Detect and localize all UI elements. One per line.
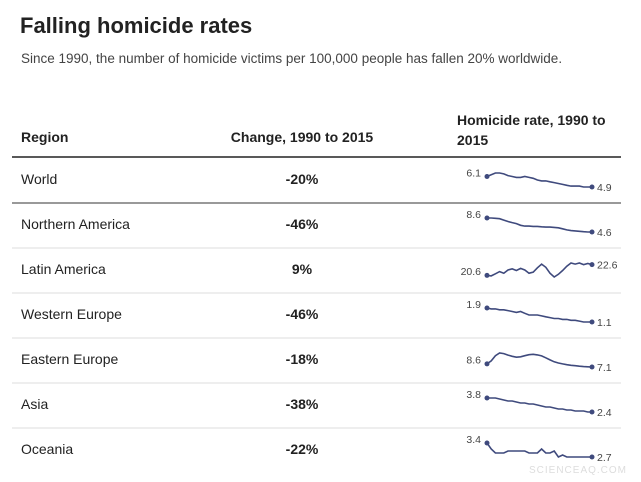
start-label: 20.6 <box>461 266 482 278</box>
start-dot <box>484 361 490 367</box>
end-label: 22.6 <box>597 259 618 271</box>
end-dot <box>589 364 595 370</box>
sparkline <box>486 307 592 323</box>
start-dot <box>484 440 490 446</box>
sparkline <box>487 217 592 233</box>
start-dot <box>484 272 490 278</box>
start-label: 3.4 <box>466 434 481 446</box>
sparkline <box>487 397 592 413</box>
start-dot <box>484 215 490 221</box>
start-label: 1.9 <box>466 299 481 311</box>
end-dot <box>589 184 595 190</box>
column-header: Change, 1990 to 2015 <box>230 129 374 145</box>
end-label: 7.1 <box>597 362 612 374</box>
end-label: 2.7 <box>597 452 612 464</box>
end-dot <box>589 319 595 325</box>
subtitle: Since 1990, the number of homicide victi… <box>21 51 563 66</box>
region-cell: Asia <box>21 396 49 412</box>
start-dot <box>484 395 490 401</box>
end-label: 2.4 <box>597 407 612 419</box>
sparkline <box>486 172 592 188</box>
region-cell: Northern America <box>21 216 130 232</box>
end-dot <box>589 454 595 460</box>
change-cell: -46% <box>285 216 319 232</box>
start-label: 8.6 <box>466 209 481 221</box>
change-cell: -22% <box>285 441 319 457</box>
region-cell: Western Europe <box>21 306 122 322</box>
column-header: Region <box>21 129 69 145</box>
start-label: 8.6 <box>466 355 481 367</box>
region-cell: Eastern Europe <box>21 351 119 367</box>
column-header: Homicide rate, 1990 to 2015 <box>457 112 606 148</box>
end-label: 4.9 <box>597 182 612 194</box>
change-cell: -46% <box>285 306 319 322</box>
sparkline <box>486 262 593 279</box>
sparkline <box>486 352 593 368</box>
change-cell: -20% <box>285 171 319 187</box>
watermark: SCIENCEAQ.COM <box>528 465 627 476</box>
title: Falling homicide rates <box>20 13 253 38</box>
region-cell: Latin America <box>21 261 106 277</box>
start-label: 3.8 <box>466 389 481 401</box>
change-cell: 9% <box>291 261 313 277</box>
change-cell: -38% <box>285 396 319 412</box>
end-dot <box>589 262 595 268</box>
end-dot <box>589 229 595 235</box>
sparkline <box>486 442 592 459</box>
region-cell: World <box>21 171 58 187</box>
start-dot <box>484 305 490 311</box>
start-label: 6.1 <box>466 167 481 179</box>
start-dot <box>484 174 490 179</box>
end-dot <box>589 409 595 415</box>
end-label: 1.1 <box>597 317 612 329</box>
end-label: 4.6 <box>597 227 612 239</box>
change-cell: -18% <box>285 351 319 367</box>
region-cell: Oceania <box>21 441 74 457</box>
